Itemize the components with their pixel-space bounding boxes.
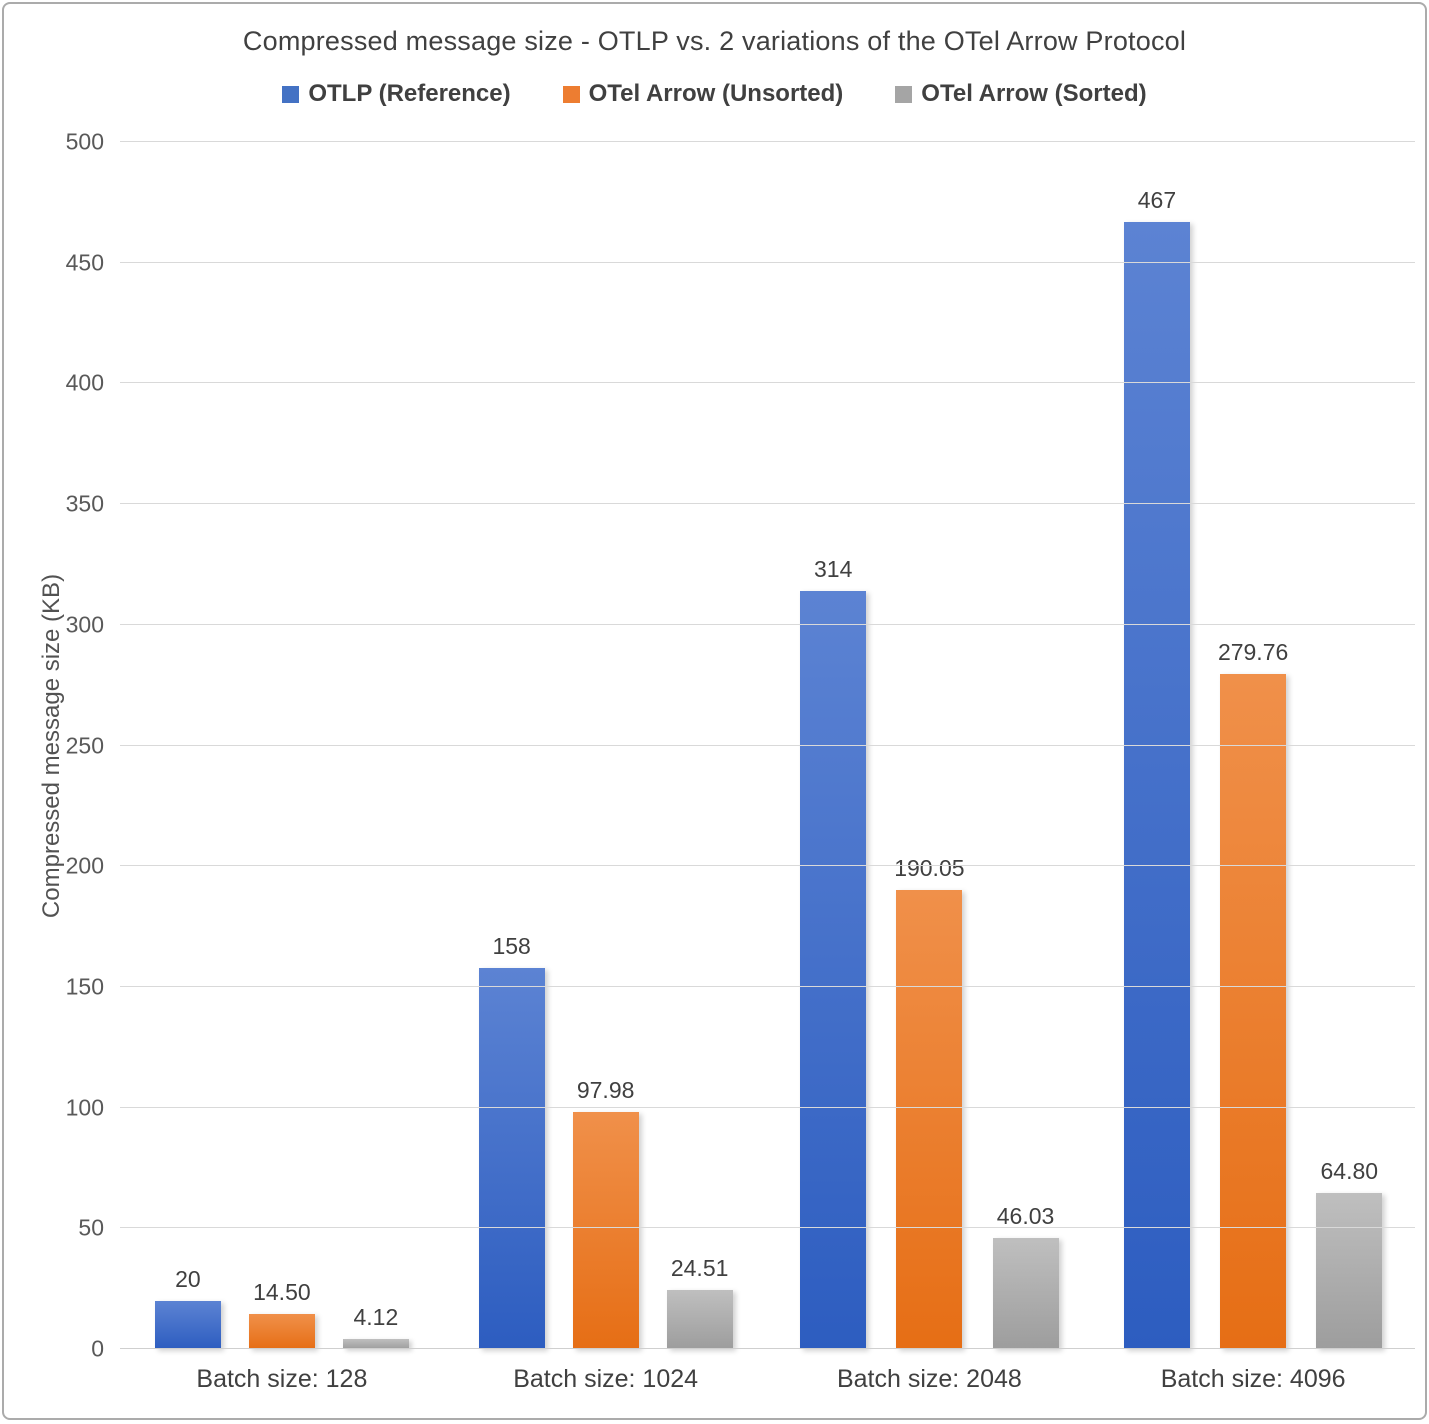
bar bbox=[666, 1289, 733, 1349]
gridline bbox=[120, 623, 1415, 625]
bar bbox=[154, 1300, 221, 1349]
legend-label: OTel Arrow (Sorted) bbox=[921, 80, 1147, 107]
bar-column: 46.03 bbox=[992, 142, 1059, 1349]
y-axis-tick-label: 350 bbox=[65, 490, 104, 517]
legend-label: OTel Arrow (Unsorted) bbox=[588, 80, 844, 107]
gridline bbox=[120, 865, 1415, 867]
y-axis-tick-label: 100 bbox=[65, 1094, 104, 1121]
gridline bbox=[120, 1106, 1415, 1108]
legend-item: OTel Arrow (Sorted) bbox=[895, 80, 1147, 108]
x-axis-category-label: Batch size: 128 bbox=[196, 1365, 368, 1393]
x-axis-labels: Batch size: 128 Batch size: 1024 Batch siz… bbox=[120, 1365, 1415, 1394]
bar bbox=[478, 967, 545, 1349]
gridline bbox=[120, 1227, 1415, 1229]
gridline bbox=[120, 744, 1415, 746]
bar-value-label: 158 bbox=[492, 932, 531, 959]
y-axis-tick-label: 500 bbox=[65, 128, 104, 155]
bar bbox=[572, 1112, 639, 1349]
bar-column: 64.80 bbox=[1316, 142, 1383, 1349]
bar-value-label: 4.12 bbox=[353, 1304, 399, 1331]
bar bbox=[992, 1237, 1059, 1349]
chart-title: Compressed message size - OTLP vs. 2 var… bbox=[242, 26, 1187, 56]
bar bbox=[896, 890, 963, 1349]
bar bbox=[1316, 1192, 1383, 1349]
bar-value-label: 190.05 bbox=[894, 855, 965, 882]
bar-value-label: 314 bbox=[814, 556, 853, 583]
y-axis-tick-label: 200 bbox=[65, 852, 104, 879]
gridline bbox=[120, 985, 1415, 987]
y-axis-tick-label: 50 bbox=[78, 1214, 104, 1241]
y-axis-tick-label: 0 bbox=[91, 1335, 104, 1362]
bar-value-label: 467 bbox=[1137, 186, 1177, 213]
bar-column: 467 bbox=[1123, 142, 1190, 1349]
bar-column: 279.76 bbox=[1218, 142, 1288, 1349]
bar-value-label: 64.80 bbox=[1320, 1157, 1379, 1184]
gridline bbox=[120, 382, 1415, 384]
x-axis-category-label: Batch size: 4096 bbox=[1160, 1365, 1346, 1393]
y-axis-tick-label: 450 bbox=[65, 249, 104, 276]
bar-column: 4.12 bbox=[342, 142, 409, 1349]
bar-groups: 20 14.50 4.12 158 97.98 24.51 314 190.05 46.03 46… bbox=[120, 142, 1415, 1349]
y-axis-ticks: 0 50 100 150 200 250 300 350 400 450 500 bbox=[24, 130, 104, 1360]
bar bbox=[342, 1339, 409, 1349]
bar-group: 467 279.76 64.80 bbox=[1091, 142, 1415, 1349]
bar bbox=[1123, 221, 1190, 1349]
y-axis-tick-label: 300 bbox=[65, 611, 104, 638]
legend-swatch bbox=[895, 85, 913, 103]
y-axis-tick-label: 150 bbox=[65, 973, 104, 1000]
bar-column: 190.05 bbox=[894, 142, 965, 1349]
legend-item: OTel Arrow (Unsorted) bbox=[562, 80, 844, 108]
gridline bbox=[120, 261, 1415, 263]
bar-column: 24.51 bbox=[666, 142, 733, 1349]
bar-column: 158 bbox=[478, 142, 545, 1349]
bar-column: 314 bbox=[800, 142, 867, 1349]
bar bbox=[800, 591, 867, 1349]
bar-group: 158 97.98 24.51 bbox=[444, 142, 768, 1349]
plot-area: Compressed message size (KB) 0 50 100 150 20… bbox=[38, 130, 1415, 1360]
gridline bbox=[120, 503, 1415, 505]
bar-value-label: 14.50 bbox=[253, 1279, 311, 1305]
bar-column: 97.98 bbox=[572, 142, 639, 1349]
bar-group: 314 190.05 46.03 bbox=[768, 142, 1092, 1349]
bar bbox=[248, 1314, 315, 1349]
legend-swatch bbox=[282, 85, 300, 103]
bar-value-label: 97.98 bbox=[576, 1077, 635, 1104]
x-axis-category-label: Batch size: 2048 bbox=[836, 1365, 1022, 1393]
bar-value-label: 20 bbox=[175, 1265, 201, 1292]
y-axis-tick-label: 400 bbox=[65, 369, 104, 396]
y-axis-tick-label: 250 bbox=[65, 732, 104, 758]
legend-label: OTLP (Reference) bbox=[308, 80, 511, 107]
x-axis-line bbox=[120, 1348, 1415, 1349]
bar-value-label: 24.51 bbox=[670, 1254, 729, 1281]
bar-column: 20 bbox=[154, 142, 221, 1349]
legend-item: OTLP (Reference) bbox=[282, 80, 511, 108]
legend-swatch bbox=[562, 85, 580, 103]
bar-column: 14.50 bbox=[248, 142, 315, 1349]
x-axis-category-label: Batch size: 1024 bbox=[513, 1365, 699, 1393]
bar-value-label: 46.03 bbox=[996, 1202, 1055, 1229]
gridline bbox=[120, 141, 1415, 142]
bar-value-label: 279.76 bbox=[1217, 638, 1289, 665]
chart-legend: OTLP (Reference) OTel Arrow (Unsorted) OTe… bbox=[4, 77, 1425, 111]
bar bbox=[1220, 673, 1287, 1349]
bar-group: 20 14.50 4.12 bbox=[120, 142, 444, 1349]
